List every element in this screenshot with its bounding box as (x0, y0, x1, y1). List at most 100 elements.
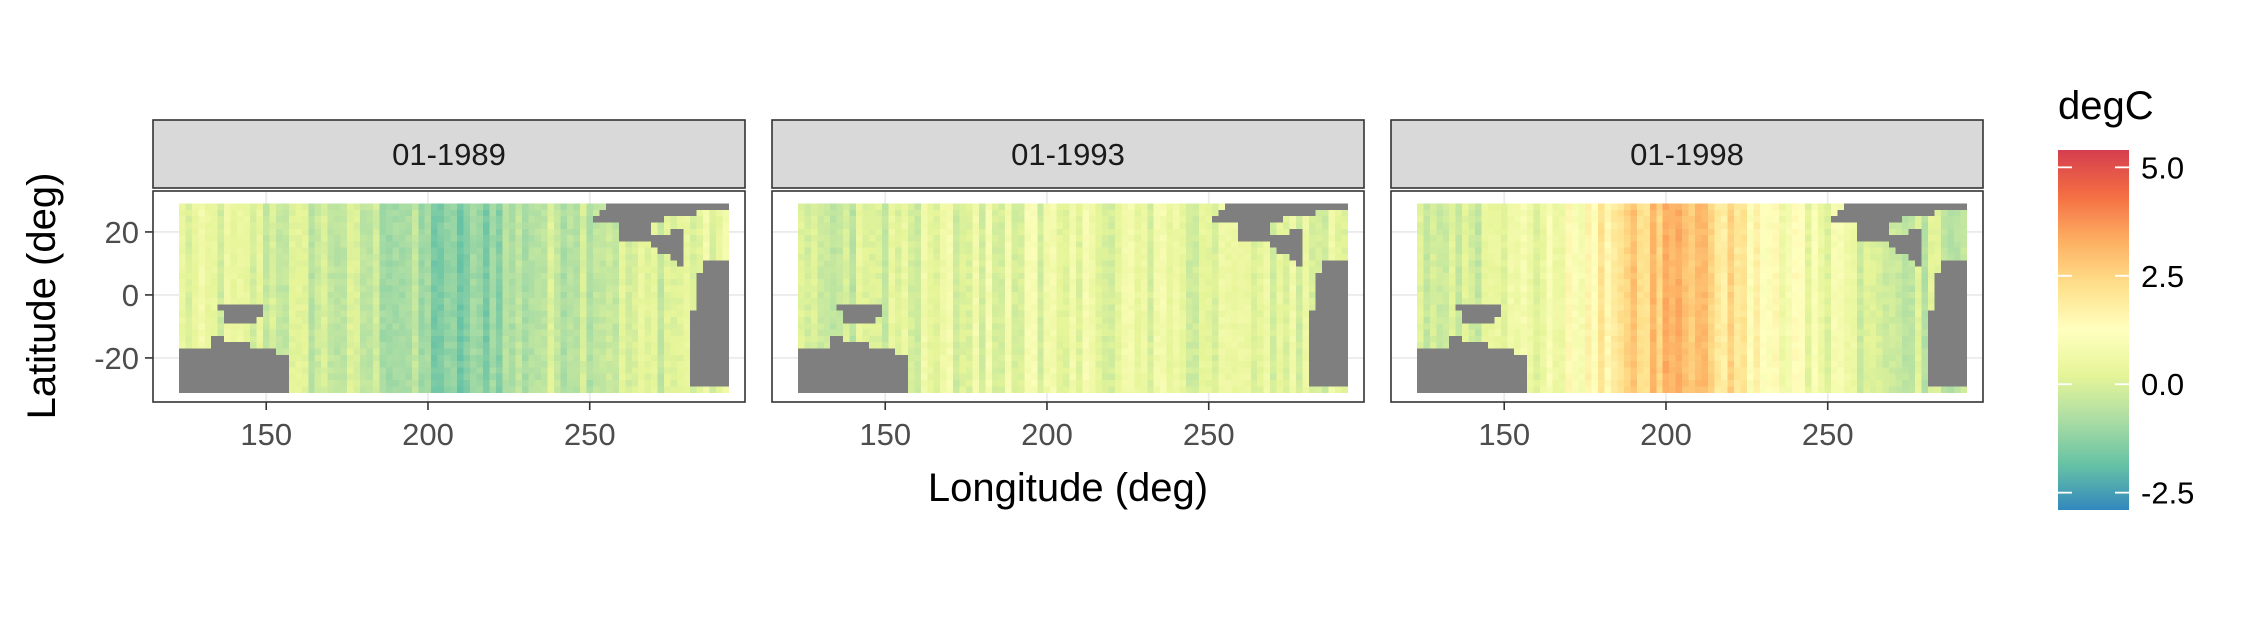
sst-cell (933, 310, 941, 318)
sst-cell (1276, 272, 1284, 280)
sst-cell (1270, 354, 1278, 362)
sst-cell (920, 323, 928, 330)
sst-cell (651, 272, 659, 280)
sst-cell (411, 209, 419, 217)
sst-cell (894, 310, 902, 318)
sst-cell (547, 241, 555, 249)
sst-cell (1050, 285, 1058, 293)
land-cell (211, 379, 219, 387)
sst-cell (1231, 379, 1239, 387)
sst-cell (1134, 354, 1142, 362)
sst-cell (418, 222, 426, 230)
sst-cell (1237, 304, 1245, 312)
sst-cell (230, 209, 238, 217)
sst-cell (256, 285, 264, 293)
sst-cell (901, 260, 909, 267)
sst-cell (476, 253, 484, 261)
sst-cell (1199, 266, 1206, 274)
land-cell (1263, 235, 1271, 242)
sst-cell (301, 361, 309, 368)
sst-cell (1179, 203, 1187, 211)
sst-cell (580, 310, 587, 318)
sst-cell (314, 241, 322, 249)
sst-cell (817, 216, 825, 223)
sst-cell (1011, 361, 1019, 368)
sst-cell (372, 209, 380, 217)
sst-cell (920, 367, 928, 375)
sst-cell (907, 222, 915, 230)
land-cell (709, 379, 717, 387)
sst-cell (953, 361, 961, 368)
sst-cell (631, 304, 639, 312)
sst-cell (1224, 316, 1232, 324)
sst-cell (405, 342, 413, 349)
land-cell (230, 342, 238, 349)
sst-cell (1121, 335, 1129, 343)
land-cell (657, 203, 665, 211)
sst-cell (308, 310, 316, 318)
sst-cell (1309, 253, 1316, 261)
land-cell (875, 367, 883, 375)
sst-cell (521, 241, 529, 249)
sst-cell (1263, 354, 1271, 362)
sst-cell (295, 373, 303, 381)
sst-cell (321, 361, 329, 368)
land-cell (823, 361, 831, 368)
land-cell (830, 361, 838, 368)
sst-cell (256, 228, 264, 236)
sst-cell (612, 316, 620, 324)
sst-cell (476, 228, 484, 236)
sst-cell (1179, 373, 1187, 381)
sst-cell (1140, 285, 1148, 293)
land-cell (830, 342, 838, 349)
sst-cell (541, 367, 549, 375)
land-cell (638, 216, 646, 223)
land-cell (715, 203, 723, 211)
sst-cell (327, 216, 335, 223)
sst-cell (1004, 329, 1012, 337)
sst-cell (1076, 348, 1083, 356)
sst-cell (823, 209, 831, 217)
sst-cell (528, 260, 536, 267)
sst-cell (334, 386, 342, 393)
sst-cell (1017, 386, 1025, 393)
sst-cell (907, 228, 915, 236)
sst-cell (547, 373, 555, 381)
land-cell (709, 298, 717, 305)
sst-cell (1153, 379, 1161, 387)
sst-cell (243, 266, 251, 274)
sst-cell (288, 216, 296, 223)
sst-cell (1056, 348, 1064, 356)
sst-cell (327, 316, 335, 324)
sst-cell (573, 235, 581, 242)
sst-cell (1309, 260, 1316, 267)
sst-cell (554, 279, 562, 286)
sst-cell (1127, 304, 1135, 312)
sst-cell (677, 216, 684, 223)
sst-cell (418, 304, 426, 312)
sst-cell (1082, 291, 1090, 299)
sst-cell (366, 386, 374, 393)
sst-cell (534, 329, 542, 337)
sst-cell (1056, 304, 1064, 312)
sst-cell (1050, 342, 1058, 349)
sst-cell (1166, 304, 1174, 312)
sst-cell (1283, 253, 1290, 261)
sst-cell (340, 272, 348, 280)
sst-cell (657, 329, 665, 337)
land-cell (592, 216, 600, 223)
sst-cell (204, 342, 212, 349)
sst-cell (1004, 291, 1012, 299)
sst-cell (953, 386, 961, 393)
sst-cell (1276, 323, 1284, 330)
sst-cell (243, 222, 251, 230)
sst-cell (1211, 373, 1219, 381)
sst-cell (1147, 285, 1155, 293)
sst-cell (625, 386, 633, 393)
sst-cell (489, 316, 497, 324)
sst-cell (372, 329, 380, 337)
sst-cell (677, 279, 684, 286)
sst-cell (998, 316, 1006, 324)
sst-cell (1114, 361, 1122, 368)
sst-cell (1127, 342, 1135, 349)
